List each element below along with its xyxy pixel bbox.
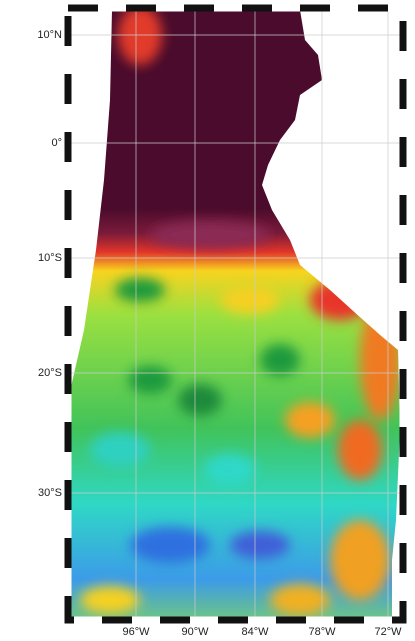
lon-label: 96°W xyxy=(122,626,150,638)
lon-label: 84°W xyxy=(241,626,269,638)
lat-label: 30°S xyxy=(38,487,62,499)
lon-label: 78°W xyxy=(308,626,336,638)
lat-label: 20°S xyxy=(38,367,62,379)
map: 10°N 0° 10°S 20°S 30°S 96°W 90°W 84°W 78… xyxy=(0,0,415,641)
lon-label: 72°W xyxy=(374,626,402,638)
lat-label: 10°S xyxy=(38,252,62,264)
lon-label: 90°W xyxy=(181,626,209,638)
lat-label: 10°N xyxy=(37,29,62,41)
lat-label: 0° xyxy=(51,137,62,149)
